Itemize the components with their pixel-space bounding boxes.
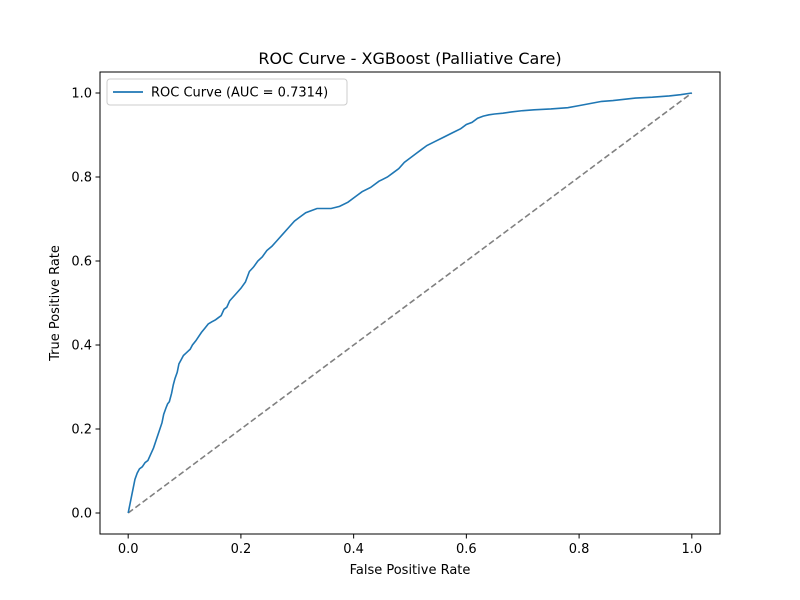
y-tick-label: 0.8 [71,171,92,186]
roc-curve-line [127,92,692,514]
legend: ROC Curve (AUC = 0.7314) [106,78,348,106]
y-axis-label: True Positive Rate [48,245,63,362]
x-tick-label: 0.4 [343,542,364,557]
chance-diagonal-line [127,92,693,514]
legend-label: ROC Curve (AUC = 0.7314) [151,86,328,101]
series-layer [127,92,693,514]
y-tick-label: 0.4 [71,339,92,354]
x-axis-label: False Positive Rate [350,563,471,578]
plot-area [99,71,721,535]
x-tick-label: 0.8 [569,542,590,557]
y-tick-label: 1.0 [71,87,92,102]
x-tick-label: 1.0 [681,542,702,557]
y-axis: 0.0 0.2 0.4 0.6 0.8 1.0 [71,87,100,522]
x-tick-label: 0.6 [456,542,477,557]
x-tick-label: 0.2 [231,542,252,557]
x-tick-label: 0.0 [118,542,139,557]
chart-title: ROC Curve - XGBoost (Palliative Care) [258,49,561,68]
y-tick-label: 0.6 [71,255,92,270]
x-axis: 0.0 0.2 0.4 0.6 0.8 1.0 [118,534,702,557]
y-tick-label: 0.2 [71,423,92,438]
legend-box [106,78,348,106]
axes-frame [99,71,721,535]
y-tick-label: 0.0 [71,507,92,522]
